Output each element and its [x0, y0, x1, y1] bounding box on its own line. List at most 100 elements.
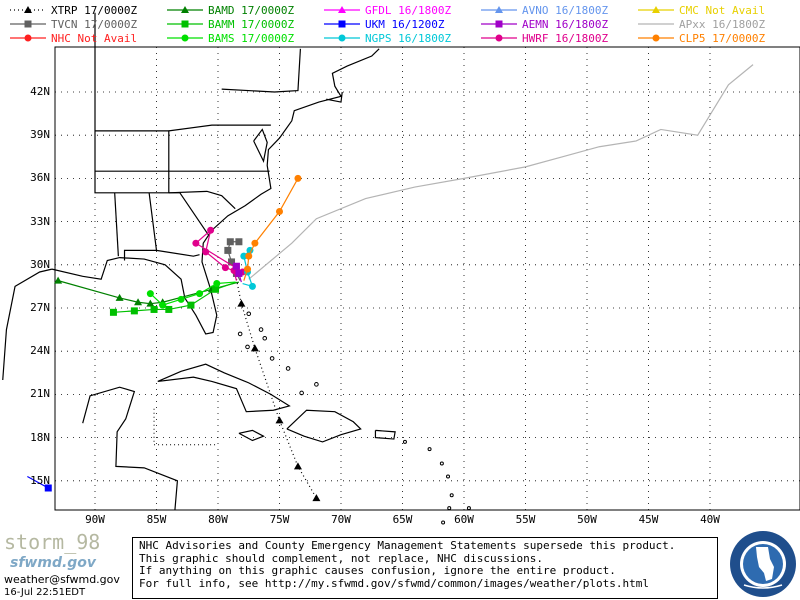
legend-label: CLP5 17/0000Z: [679, 31, 766, 45]
track-point-bamd: [146, 299, 155, 307]
state-border-nc-sc: [168, 190, 236, 210]
legend-symbol: [636, 33, 676, 43]
dotted-boundary: [153, 408, 218, 446]
legend-symbol: [322, 19, 362, 29]
bahamas-island: [285, 366, 291, 371]
track-point-tvcn: [224, 246, 232, 254]
bahamas-island: [269, 356, 275, 361]
chesapeake-bay: [253, 128, 268, 163]
state-border-al: [114, 192, 119, 257]
track-point-bamm: [130, 307, 138, 315]
legend-symbol: [479, 19, 519, 29]
track-point-xtrp: [312, 494, 321, 502]
legend-symbol: [479, 33, 519, 43]
legend-label: GFDL 16/1800Z: [365, 3, 452, 17]
disclaimer-line-1: NHC Advisories and County Emergency Mana…: [139, 539, 676, 552]
track-point-bams: [177, 295, 185, 303]
hispaniola-coastline: [286, 409, 362, 443]
track-point-xtrp: [275, 416, 284, 424]
lon-label: 50W: [577, 513, 597, 526]
state-border-ny: [221, 48, 302, 93]
lon-label: 70W: [331, 513, 351, 526]
antilles-island: [446, 474, 451, 479]
legend-entry-gfdl: GFDL 16/1800Z: [322, 3, 451, 17]
lon-label: 85W: [146, 513, 167, 526]
legend-label: NHC Not Avail: [51, 31, 138, 45]
state-border-fl-ga: [156, 249, 200, 257]
legend-label: BAMD 17/0000Z: [208, 3, 295, 17]
track-point-ngps: [240, 252, 248, 260]
lon-label: 55W: [515, 513, 536, 526]
legend-label: UKM 16/1200Z: [365, 17, 445, 31]
lat-label: 39N: [30, 128, 50, 142]
legend-symbol: [165, 33, 205, 43]
legend-label: HWRF 16/1800Z: [522, 31, 609, 45]
legend-entry-tvcn: TVCN 17/0000Z: [8, 17, 137, 31]
lat-label: 15N: [30, 473, 50, 487]
track-point-clp5: [276, 208, 283, 216]
bahamas-island: [258, 327, 264, 332]
legend-entry-hwrf: HWRF 16/1800Z: [479, 31, 608, 45]
track-clp5: [243, 174, 302, 281]
lat-label: 33N: [30, 214, 50, 228]
map-frame: [54, 46, 800, 511]
sfwmd-logo-text: sfwmd.gov: [10, 555, 97, 571]
track-point-ukm: [44, 484, 52, 492]
legend-entry-cmc: CMC Not Avail: [636, 3, 765, 17]
legend-symbol: [8, 19, 48, 29]
bahamas-island: [262, 335, 268, 341]
lat-label: 21N: [30, 387, 50, 401]
legend-entry-nhc: NHC Not Avail: [8, 31, 137, 45]
track-point-tvcn: [235, 238, 243, 246]
legend-symbol: [8, 5, 48, 15]
track-xtrp: [235, 279, 321, 502]
legend-symbol: [636, 5, 676, 15]
lat-label: 27N: [30, 301, 50, 314]
legend-label: AVNO 16/1800Z: [522, 3, 609, 17]
lon-label: 75W: [269, 513, 290, 526]
bahamas-island: [314, 382, 319, 387]
track-aemn: [232, 262, 243, 283]
bahamas-island: [246, 311, 252, 317]
legend-label: XTRP 17/0000Z: [51, 3, 138, 17]
track-ukm: [27, 475, 52, 492]
lat-label: 18N: [30, 430, 50, 444]
track-point-bams: [159, 301, 167, 309]
track-point-bamm: [150, 305, 158, 313]
legend-entry-ukm: UKM 16/1200Z: [322, 17, 444, 31]
disclaimer-line-3: If anything on this graphic causes confu…: [139, 564, 616, 578]
gulf-west-coastline: [2, 268, 53, 381]
track-point-bamd: [115, 293, 124, 301]
lat-label: 42N: [30, 85, 50, 98]
track-point-bams: [146, 290, 154, 298]
legend-entry-aemn: AEMN 16/1800Z: [479, 17, 608, 31]
track-bams: [146, 280, 236, 309]
track-point-xtrp: [293, 462, 302, 470]
model-legend: XTRP 17/0000Z TVCN 17/0000Z NHC Not Avail B…: [0, 0, 800, 46]
legend-entry-clp5: CLP5 17/0000Z: [636, 31, 765, 45]
legend-label: CMC Not Avail: [679, 3, 766, 17]
track-point-bamm: [109, 308, 117, 316]
legend-entry-avno: AVNO 16/1800Z: [479, 3, 608, 17]
yucatan-coastline: [82, 386, 179, 510]
antilles-island: [441, 520, 446, 525]
track-point-clp5: [245, 252, 253, 260]
bahamas-island: [237, 331, 243, 337]
track-point-clp5: [251, 239, 259, 247]
bahamas-island: [299, 390, 304, 396]
lon-label: 90W: [85, 513, 105, 526]
antilles-island: [427, 447, 432, 452]
track-point-bamm: [212, 285, 220, 293]
cape-cod: [326, 91, 343, 103]
lon-label: 60W: [454, 513, 474, 526]
antilles-island: [466, 506, 471, 511]
lat-label: 24N: [30, 344, 50, 358]
legend-label: NGPS 16/1800Z: [365, 31, 452, 45]
track-point-ngps: [248, 282, 256, 290]
antilles-island: [439, 461, 444, 466]
legend-symbol: [636, 19, 676, 29]
track-point-bams: [196, 290, 204, 298]
legend-label: BAMS 17/0000Z: [208, 31, 295, 45]
legend-label: AEMN 16/1800Z: [522, 17, 609, 31]
